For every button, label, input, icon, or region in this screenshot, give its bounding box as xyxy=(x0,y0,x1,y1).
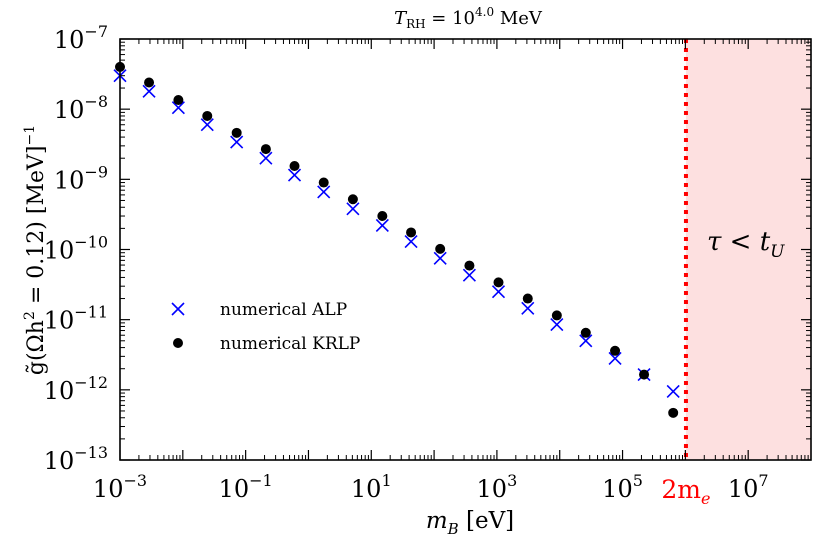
alp-point xyxy=(433,251,447,265)
x-tick-label: 101 xyxy=(351,471,392,503)
y-axis-label: g̃(Ωh2 = 0.12) [MeV]−1 xyxy=(22,125,49,375)
chart-title: TRH = 104.0 MeV xyxy=(394,5,543,31)
krlp-point xyxy=(202,110,213,121)
krlp-point xyxy=(610,345,621,356)
x-tick-label: 10−1 xyxy=(219,471,273,503)
y-tick-label: 10−7 xyxy=(54,22,108,54)
x-tick-label: 103 xyxy=(477,471,518,503)
region-label: τ < tU xyxy=(707,227,785,262)
legend-marker-alp xyxy=(171,302,185,316)
alp-point xyxy=(142,84,156,98)
x-tick-label: 10−3 xyxy=(93,471,147,503)
y-tick-label: 10−11 xyxy=(44,303,108,335)
alp-point xyxy=(375,218,389,233)
krlp-point xyxy=(347,194,358,205)
y-tick-label: 10−10 xyxy=(44,233,108,265)
x-tick-label: 107 xyxy=(728,471,769,503)
alp-point xyxy=(521,301,535,315)
legend: numerical ALP numerical KRLP xyxy=(171,300,360,354)
alp-point xyxy=(608,351,622,366)
alp-point xyxy=(287,168,302,182)
alp-point xyxy=(259,151,273,165)
legend-label-krlp: numerical KRLP xyxy=(220,334,360,354)
krlp-point xyxy=(144,77,155,88)
krlp-point xyxy=(668,407,679,418)
krlp-point xyxy=(522,293,533,304)
krlp-point xyxy=(289,160,300,171)
x-tick-label: 105 xyxy=(602,471,643,503)
alp-point xyxy=(462,268,476,282)
x-axis-label: mB [eV] xyxy=(426,508,514,538)
krlp-point xyxy=(173,95,184,106)
alp-point xyxy=(404,234,418,249)
y-tick-label: 10−13 xyxy=(44,443,108,475)
krlp-point xyxy=(551,310,562,321)
krlp-point xyxy=(639,369,650,380)
y-tick-label: 10−9 xyxy=(54,162,108,194)
alp-point xyxy=(666,384,680,398)
krlp-point xyxy=(406,227,417,238)
krlp-point xyxy=(260,144,271,155)
chart-marks xyxy=(113,61,680,418)
krlp-point xyxy=(464,260,475,271)
alp-point xyxy=(579,334,593,348)
legend-marker-krlp xyxy=(173,338,183,348)
alp-point xyxy=(200,118,214,132)
alp-point xyxy=(491,285,506,299)
threshold-label: 2me xyxy=(661,475,710,508)
alp-point xyxy=(317,185,331,199)
krlp-point xyxy=(435,243,446,254)
shaded-region xyxy=(685,39,811,460)
krlp-point xyxy=(231,127,242,138)
krlp-point xyxy=(493,277,504,288)
y-tick-label: 10−12 xyxy=(44,373,108,405)
alp-point xyxy=(346,202,360,216)
krlp-point xyxy=(377,211,388,222)
alp-point xyxy=(230,135,244,149)
y-tick-label: 10−8 xyxy=(54,92,108,124)
legend-label-alp: numerical ALP xyxy=(220,300,347,320)
alp-point xyxy=(171,101,185,115)
krlp-point xyxy=(580,327,591,338)
axis-ticks: 10−3 10−1 101 103 105 107 10−13 10−12 10−11 10−10… xyxy=(44,22,811,503)
krlp-point xyxy=(318,177,329,188)
alp-point xyxy=(550,318,564,332)
